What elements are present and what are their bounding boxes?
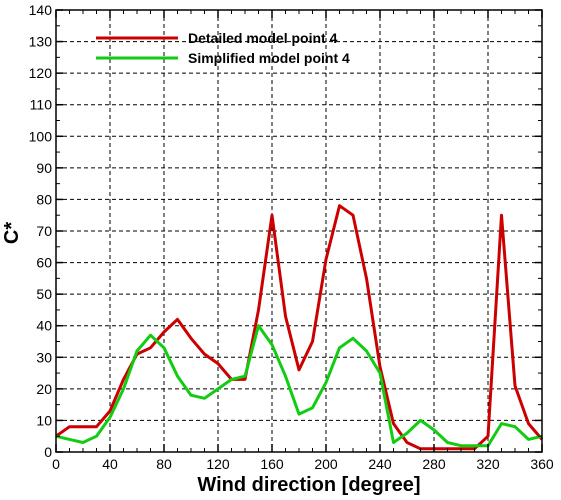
x-axis-label: Wind direction [degree]	[197, 474, 420, 496]
x-tick-label: 40	[102, 456, 118, 472]
x-tick-label: 320	[476, 456, 500, 472]
y-tick-label: 10	[36, 412, 52, 428]
y-tick-label: 100	[29, 128, 53, 144]
x-tick-label: 200	[314, 456, 338, 472]
y-tick-label: 140	[29, 2, 53, 18]
y-axis-label: C*	[1, 222, 23, 244]
x-tick-label: 120	[206, 456, 230, 472]
x-tick-labels: 0 40 80 120 160 200 240 280 320 360	[52, 456, 554, 472]
y-tick-label: 20	[36, 381, 52, 397]
y-tick-label: 110	[30, 97, 53, 113]
y-tick-label: 70	[36, 223, 52, 239]
y-tick-label: 90	[36, 160, 52, 176]
y-tick-label: 0	[44, 444, 52, 460]
x-tick-label: 0	[52, 456, 60, 472]
y-tick-label: 30	[36, 349, 52, 365]
y-tick-labels: 0 10 20 30 40 50 60 70 80 90 100 110 120 130 140	[29, 2, 53, 460]
x-tick-label: 240	[368, 456, 392, 472]
series-lines	[55, 204, 544, 451]
legend-label-1: Detailed model point 4	[188, 30, 338, 46]
axis-ticks	[55, 9, 543, 453]
y-tick-label: 130	[29, 34, 53, 50]
x-tick-label: 160	[260, 456, 284, 472]
y-tick-label: 60	[36, 255, 52, 271]
grid	[56, 10, 542, 452]
x-tick-label: 80	[156, 456, 172, 472]
y-tick-label: 80	[36, 191, 52, 207]
legend: Detailed model point 4 Simplified model p…	[96, 30, 350, 66]
x-tick-label: 360	[530, 456, 554, 472]
legend-label-2: Simplified model point 4	[188, 50, 350, 66]
y-tick-label: 120	[29, 65, 53, 81]
series-line-2	[55, 324, 543, 448]
x-tick-label: 280	[422, 456, 446, 472]
y-tick-label: 50	[36, 286, 52, 302]
y-tick-label: 40	[36, 318, 52, 334]
